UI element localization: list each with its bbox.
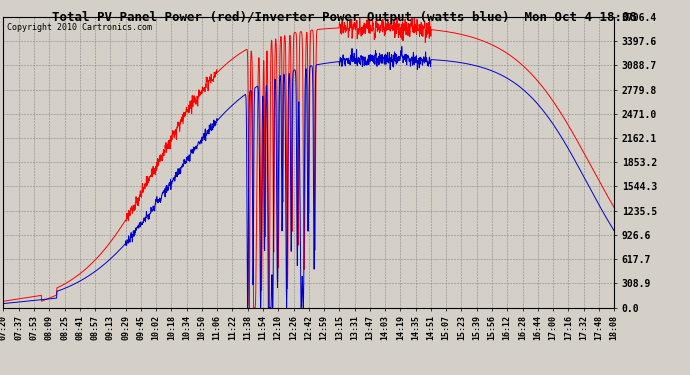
Text: Total PV Panel Power (red)/Inverter Power Output (watts blue)  Mon Oct 4 18:08: Total PV Panel Power (red)/Inverter Powe… [52,11,638,24]
Text: Copyright 2010 Cartronics.com: Copyright 2010 Cartronics.com [6,22,152,32]
